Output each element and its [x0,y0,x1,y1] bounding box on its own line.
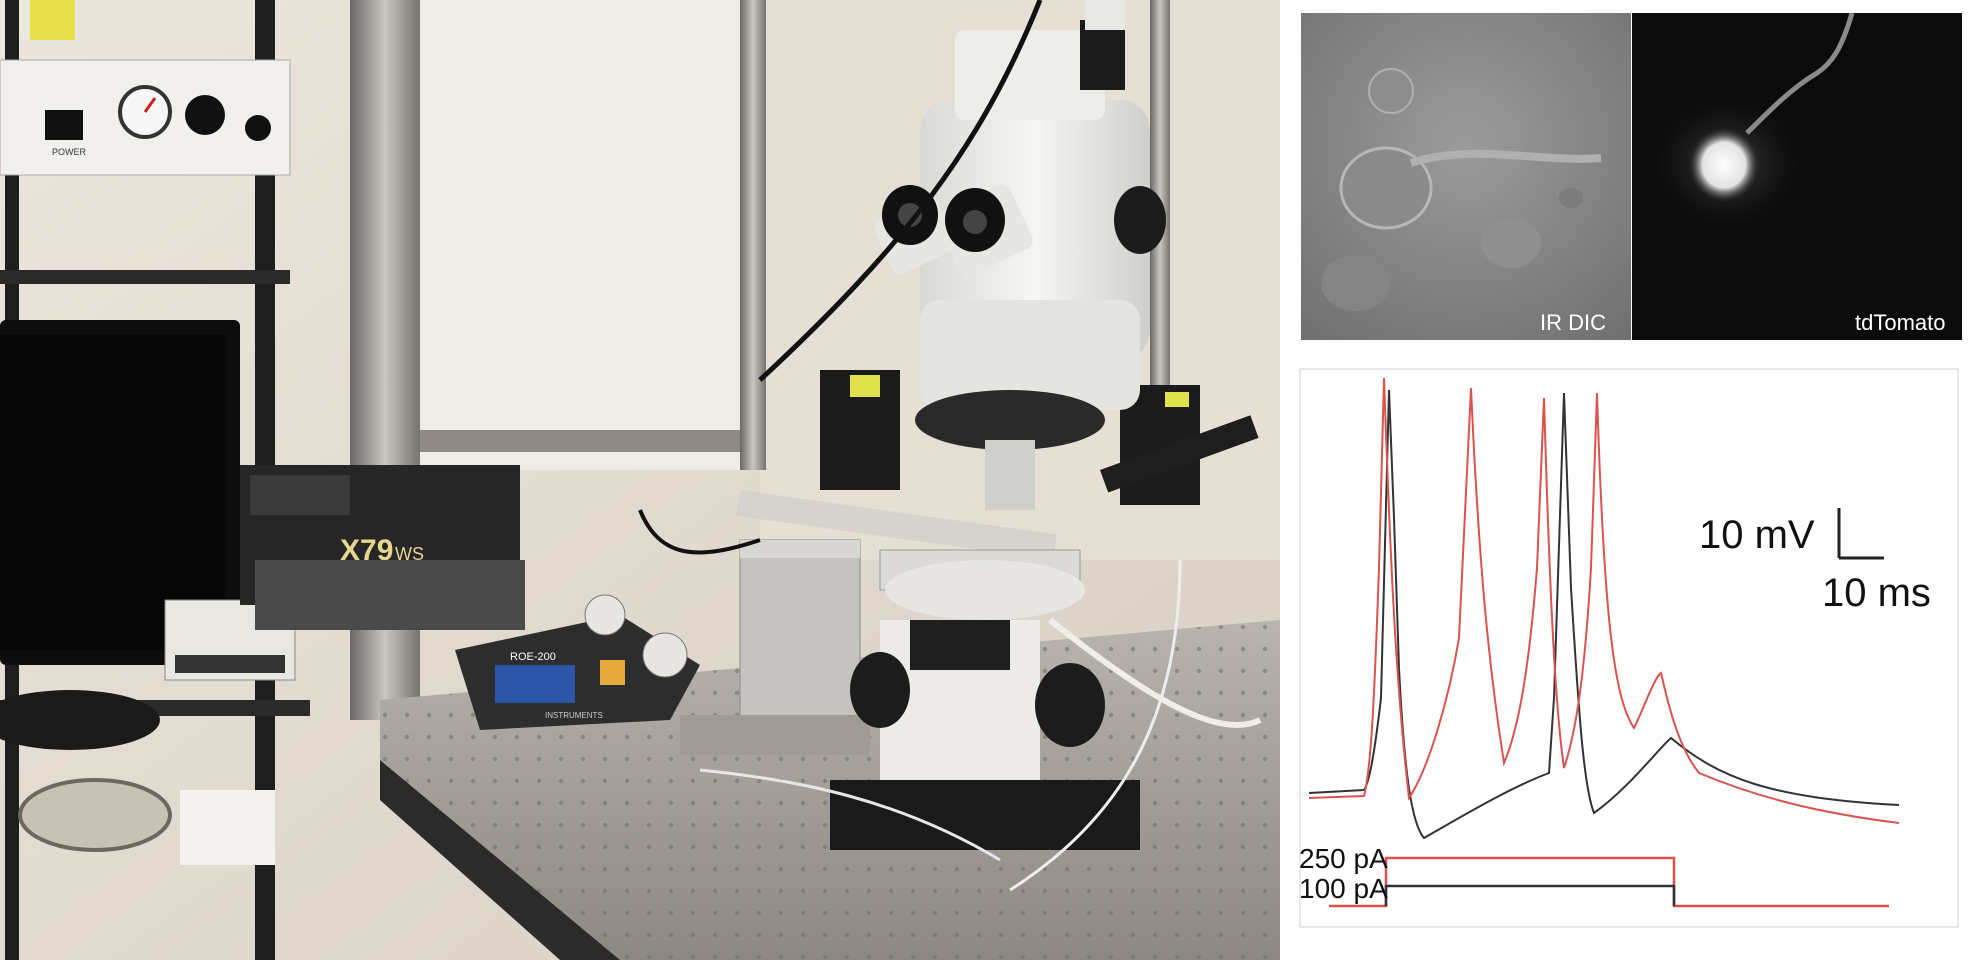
probe-arm [736,490,1057,561]
tdtomato-micrograph [1632,13,1962,340]
dendrite-ir [1409,149,1602,167]
tube [1048,617,1262,729]
ir-dic-micrograph [1301,13,1631,340]
tissue-paper [180,790,275,865]
trace-100pa [1308,389,1900,840]
cable-2 [638,509,761,555]
microscope-body [920,100,1150,360]
focus-knob-top [1114,186,1166,254]
base-plate [830,780,1140,850]
wall-panel [420,0,740,470]
box-bottom [255,560,525,630]
petri-dish [18,778,172,852]
focus-knob-left [850,652,910,728]
roe-display [495,665,575,703]
tdtomato-label: tdTomato [1855,310,1946,335]
stim-250pa [1329,856,1889,908]
monitor-stand [0,690,160,750]
power-label: POWER [52,147,87,157]
lab-rig-photo: POWER X79 WS ROE-200 INSTRUMENTS [0,0,1280,960]
table-edge [380,760,620,960]
roe-knob [584,594,626,636]
focus-knob-right [1035,663,1105,747]
stage-column [739,539,861,741]
roe-brand: INSTRUMENTS [545,711,603,720]
condenser [885,560,1085,620]
dendrite-fluo [1745,13,1855,135]
voltage-scale-label: 10 mV [1699,513,1815,557]
time-scale-label: 10 ms [1822,571,1931,615]
box-label-2: WS [395,544,424,564]
frame-post-thin [740,0,766,470]
trace-250pa [1308,377,1900,824]
turret [915,390,1105,450]
cable [758,0,1043,382]
eyepieces [873,184,1033,276]
probe-arm-right [1100,415,1259,493]
cell-body-fluo [1688,127,1760,203]
cell-body-ir [1339,146,1433,230]
roe-label: ROE-200 [510,651,556,663]
yellow-box [30,0,75,40]
scope-arm [920,300,1140,410]
voltage-traces: 10 mV 10 ms 250 pA 100 pA [1299,368,1959,928]
roe-knob-2 [642,632,688,678]
rack-shelf [0,270,290,284]
camera-port [1080,20,1125,90]
stim-250pa-label: 250 pA [1299,843,1388,874]
stim-100pa-label: 100 pA [1299,873,1388,904]
objective [985,440,1035,510]
tube-2 [1009,559,1182,892]
tube-3 [699,768,1001,862]
frame-rail [420,430,740,452]
traces-frame [1299,368,1959,928]
stim-100pa [1384,884,1676,906]
ir-dic-label: IR DIC [1540,310,1606,335]
